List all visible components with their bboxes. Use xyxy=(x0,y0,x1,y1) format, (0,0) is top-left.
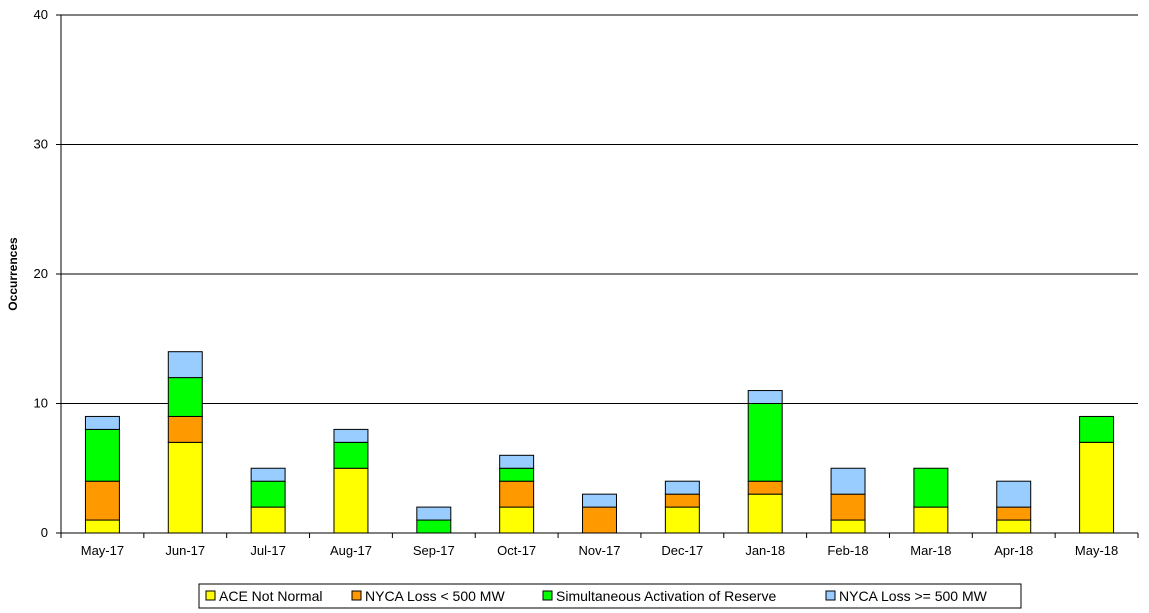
legend-label: NYCA Loss >= 500 MW xyxy=(839,588,988,604)
bar-segment xyxy=(84,480,120,521)
bar-segment xyxy=(167,415,203,443)
bar-segment xyxy=(167,377,203,417)
bar-segment xyxy=(84,519,120,534)
y-tick-label: 40 xyxy=(34,7,48,22)
bar-segment xyxy=(84,415,120,430)
x-tick-label: Aug-17 xyxy=(330,543,372,558)
bar-segment xyxy=(167,441,203,534)
bar-segment xyxy=(747,480,783,495)
bar-segment xyxy=(84,428,120,482)
legend-label: Simultaneous Activation of Reserve xyxy=(556,588,776,604)
bar-segment xyxy=(830,493,866,521)
bar-segment xyxy=(333,428,369,443)
bar-segment xyxy=(747,403,783,482)
x-tick-label: Jul-17 xyxy=(250,543,285,558)
bar-segment xyxy=(250,467,286,482)
legend-box xyxy=(198,583,1022,609)
legend-swatch xyxy=(542,590,553,601)
bar-segment xyxy=(913,467,949,508)
bar-segment xyxy=(1079,415,1115,443)
x-tick-label: Jun-17 xyxy=(165,543,205,558)
bar-segment xyxy=(664,493,700,508)
grid-lines xyxy=(61,14,1138,404)
bar-segment xyxy=(250,480,286,508)
bar-segment xyxy=(167,351,203,379)
x-tick-label: May-17 xyxy=(81,543,124,558)
bar-segment xyxy=(913,506,949,534)
x-tick-label: Feb-18 xyxy=(827,543,868,558)
bar-segment xyxy=(499,480,535,508)
bar-segment xyxy=(499,454,535,469)
bar-segment xyxy=(582,493,617,508)
legend-label: ACE Not Normal xyxy=(219,588,322,604)
y-tick-label: 30 xyxy=(34,137,48,152)
bar-segment xyxy=(830,467,866,495)
x-tick-label: Mar-18 xyxy=(910,543,951,558)
bar-segment xyxy=(499,506,535,534)
bar-segment xyxy=(582,506,617,534)
bar-segment xyxy=(499,467,535,482)
bar-segment xyxy=(416,506,452,521)
bar-segment xyxy=(996,506,1032,521)
bar-segment xyxy=(333,467,369,534)
y-tick-label: 20 xyxy=(34,266,48,281)
legend-swatch xyxy=(351,590,362,601)
legend-label: NYCA Loss < 500 MW xyxy=(365,588,505,604)
x-tick-label: Apr-18 xyxy=(994,543,1033,558)
bar-segment xyxy=(416,519,452,534)
bar-segment xyxy=(664,506,700,534)
bar-segment xyxy=(996,480,1032,508)
x-tick-label: May-18 xyxy=(1075,543,1118,558)
legend-swatch xyxy=(825,590,836,601)
bars xyxy=(84,351,1115,534)
x-tick-label: Dec-17 xyxy=(661,543,703,558)
y-tick-label: 0 xyxy=(41,525,48,540)
bar-segment xyxy=(747,390,783,404)
bar-segment xyxy=(996,519,1032,534)
legend-swatch xyxy=(205,590,216,601)
axes: 0 10 20 30 40 May-17 Jun-17 Jul-17 Aug-17 Sep-17 O… xyxy=(34,7,1139,558)
bar-segment xyxy=(747,493,783,534)
bar-segment xyxy=(664,480,700,495)
bar-segment xyxy=(830,519,866,534)
legend: ACE Not Normal NYCA Loss < 500 MW Simultan… xyxy=(198,583,1022,609)
x-tick-label: Jan-18 xyxy=(745,543,785,558)
x-tick-label: Oct-17 xyxy=(497,543,536,558)
y-tick-label: 10 xyxy=(34,396,48,411)
y-axis-title: Occurrences xyxy=(6,237,20,311)
x-tick-label: Nov-17 xyxy=(579,543,621,558)
bar-segment xyxy=(1079,441,1115,534)
x-tick-label: Sep-17 xyxy=(413,543,455,558)
bar-segment xyxy=(333,441,369,469)
bar-segment xyxy=(250,506,286,534)
